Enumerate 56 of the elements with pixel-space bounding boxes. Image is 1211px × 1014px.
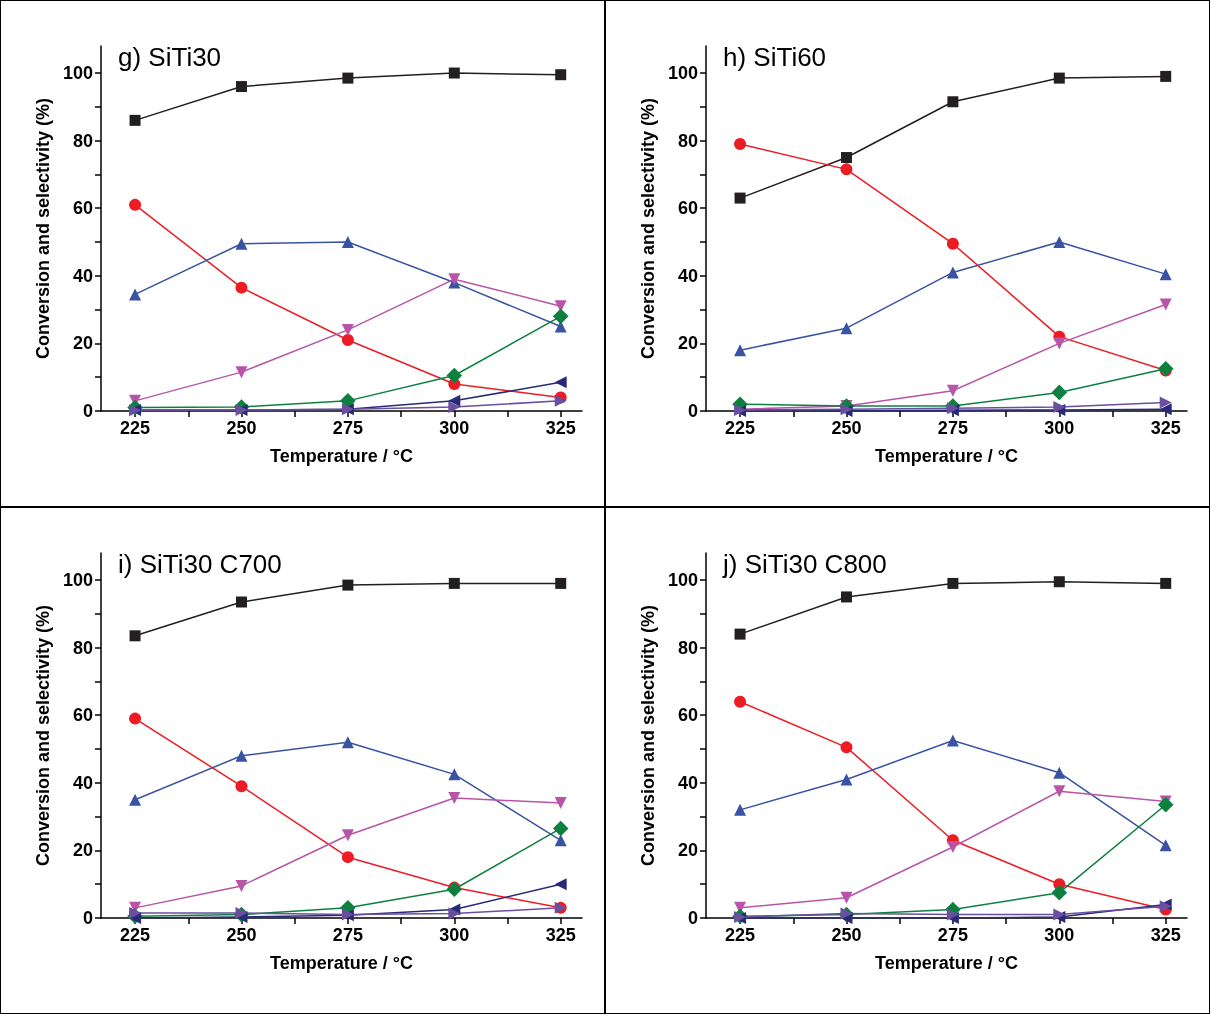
y-tick-label: 80: [677, 130, 698, 151]
x-tick-label: 275: [937, 925, 968, 945]
x-tick-label: 225: [725, 925, 756, 945]
y-tick-label: 60: [677, 705, 698, 726]
y-tick-label: 100: [62, 570, 93, 591]
y-tick-label: 80: [72, 637, 93, 658]
y-tick-label: 20: [72, 840, 93, 861]
y-tick-label: 60: [72, 198, 93, 219]
y-tick-label: 40: [677, 265, 698, 286]
y-axis-title: Conversion and selectivity (%): [33, 604, 54, 867]
y-tick-label: 0: [82, 401, 93, 421]
y-tick-label: 100: [62, 63, 93, 84]
y-tick-label: 80: [677, 637, 698, 658]
y-tick-label: 20: [72, 333, 93, 354]
x-tick-label: 275: [332, 418, 363, 438]
y-tick-label: 20: [677, 840, 698, 861]
y-tick-label: 0: [687, 908, 698, 928]
x-tick-label: 325: [1150, 925, 1181, 945]
x-tick-label: 275: [937, 418, 968, 438]
y-tick-label: 40: [677, 772, 698, 793]
chart-title: h) SiTi60: [723, 42, 827, 72]
y-tick-label: 100: [667, 63, 698, 84]
y-axis-title: Conversion and selectivity (%): [638, 604, 659, 867]
y-tick-label: 20: [677, 333, 698, 354]
y-tick-label: 60: [677, 198, 698, 219]
x-tick-label: 275: [332, 925, 363, 945]
x-tick-label: 225: [120, 418, 151, 438]
x-tick-label: 225: [120, 925, 151, 945]
x-tick-label: 300: [439, 925, 470, 945]
x-tick-label: 300: [439, 418, 470, 438]
y-axis-title: Conversion and selectivity (%): [638, 97, 659, 360]
chart-title: g) SiTi30: [118, 42, 222, 72]
y-tick-label: 60: [72, 705, 93, 726]
y-tick-label: 40: [72, 265, 93, 286]
x-tick-label: 225: [725, 418, 756, 438]
x-tick-label: 325: [545, 925, 576, 945]
x-axis-title: Temperature / °C: [875, 446, 1018, 466]
x-axis-title: Temperature / °C: [875, 953, 1018, 973]
y-tick-label: 80: [72, 130, 93, 151]
x-tick-label: 250: [831, 418, 862, 438]
y-tick-label: 40: [72, 772, 93, 793]
x-tick-label: 300: [1044, 925, 1075, 945]
y-tick-label: 100: [667, 570, 698, 591]
x-axis-title: Temperature / °C: [270, 953, 413, 973]
x-tick-label: 300: [1044, 418, 1075, 438]
x-tick-label: 250: [226, 418, 257, 438]
x-tick-label: 325: [545, 418, 576, 438]
y-tick-label: 0: [687, 401, 698, 421]
chart-title: i) SiTi30 C700: [118, 549, 282, 579]
x-tick-label: 250: [831, 925, 862, 945]
x-tick-label: 250: [226, 925, 257, 945]
x-axis-title: Temperature / °C: [270, 446, 413, 466]
y-tick-label: 0: [82, 908, 93, 928]
chart-title: j) SiTi30 C800: [722, 549, 887, 579]
x-tick-label: 325: [1150, 418, 1181, 438]
y-axis-title: Conversion and selectivity (%): [33, 97, 54, 360]
